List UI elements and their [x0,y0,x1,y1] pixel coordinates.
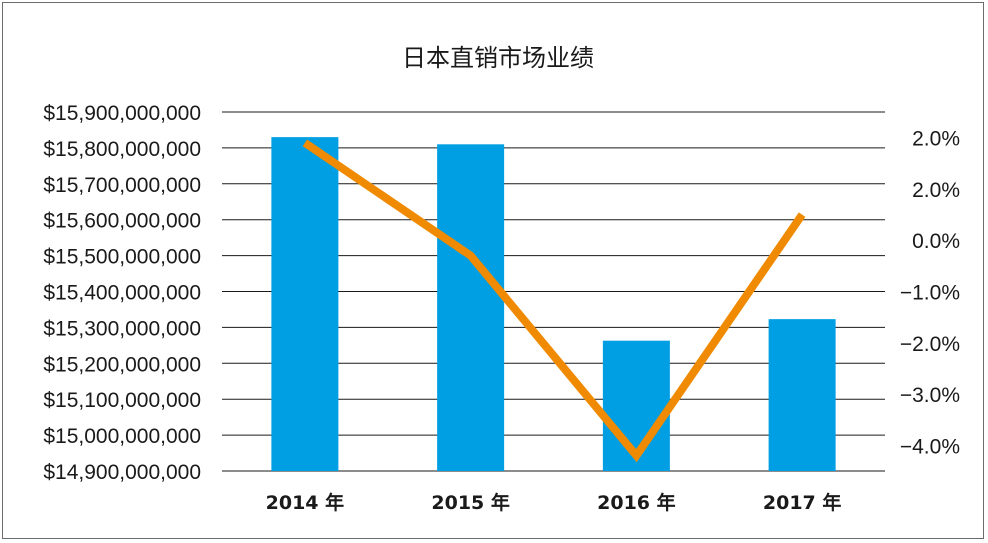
y-left-tick-label: $15,300,000,000 [43,317,201,340]
chart-title: 日本直销市场业绩 [402,44,594,72]
x-tick-label: 2015 年 [431,491,510,514]
y-left-tick-label: $15,500,000,000 [43,246,201,269]
series-line [302,139,806,463]
x-axis: 2014 年 2015 年 2016 年 2017 年 [266,491,842,514]
y-right-tick-label: −2.0% [900,333,960,356]
x-tick-label: 2017 年 [763,491,842,514]
line-series [302,139,806,463]
y-left-tick-label: $15,700,000,000 [43,174,201,197]
y-right-tick-label: −3.0% [900,384,960,407]
x-tick-label: 2016 年 [597,491,676,514]
bar-series [271,137,836,471]
x-tick-label: 2014 年 [266,491,345,514]
y-left-tick-label: $14,900,000,000 [43,461,201,484]
y-right-tick-label: 2.0% [912,128,960,151]
y-left-tick-label: $15,200,000,000 [43,353,201,376]
bar [437,144,505,471]
y-axis-right: 2.0% 2.0% 0.0% −1.0% −2.0% −3.0% −4.0% [900,128,960,459]
y-right-tick-label: −4.0% [900,435,960,458]
y-right-tick-label: −1.0% [900,282,960,305]
y-left-tick-label: $15,900,000,000 [43,102,201,125]
y-left-tick-label: $15,000,000,000 [43,425,201,448]
y-left-tick-label: $15,600,000,000 [43,210,201,233]
bar [271,137,339,471]
y-right-tick-label: 2.0% [912,179,960,202]
y-left-tick-label: $15,100,000,000 [43,389,201,412]
y-left-tick-label: $15,800,000,000 [43,138,201,161]
bar [768,319,836,471]
y-left-tick-label: $15,400,000,000 [43,282,201,305]
y-axis-left: $15,900,000,000 $15,800,000,000 $15,700,00… [43,102,201,484]
y-right-tick-label: 0.0% [912,230,960,253]
